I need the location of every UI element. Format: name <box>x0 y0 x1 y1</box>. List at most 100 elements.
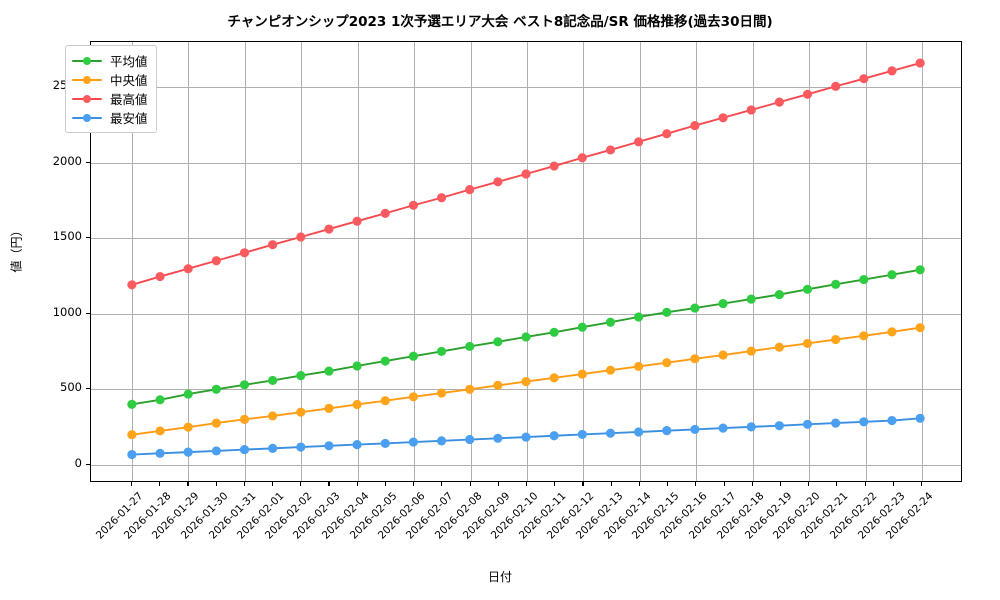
data-point <box>155 426 165 436</box>
gridline-vertical <box>357 42 359 481</box>
data-point <box>408 437 418 447</box>
data-point <box>408 351 418 361</box>
data-point <box>127 280 137 290</box>
data-point <box>239 380 250 390</box>
legend-swatch-icon <box>72 92 102 106</box>
legend-item-4[interactable]: 最安値 <box>72 108 148 127</box>
data-point <box>352 216 362 226</box>
data-point <box>183 422 193 432</box>
data-point <box>296 371 306 381</box>
y-tick-mark <box>86 463 90 465</box>
y-tick-label: 1000 <box>52 304 82 319</box>
x-tick-mark <box>469 482 471 486</box>
data-point <box>324 403 334 413</box>
data-point <box>183 389 193 399</box>
gridline-vertical <box>583 42 585 481</box>
data-point <box>465 185 475 195</box>
data-point <box>718 423 728 433</box>
data-point <box>493 177 503 187</box>
data-point <box>352 399 362 410</box>
data-point <box>915 323 925 333</box>
x-tick-mark <box>526 482 528 486</box>
legend-label: 中央値 <box>110 73 148 88</box>
data-point <box>774 290 784 300</box>
gridline-horizontal <box>91 313 961 315</box>
data-point <box>183 264 193 274</box>
data-point <box>549 327 559 337</box>
data-point <box>408 392 418 402</box>
legend-label: 最安値 <box>110 111 148 126</box>
data-point <box>915 58 925 68</box>
data-point <box>746 294 756 304</box>
data-point <box>634 361 644 372</box>
data-point <box>296 232 306 242</box>
data-point <box>521 377 531 387</box>
data-point <box>436 388 447 398</box>
gridline-vertical <box>809 42 811 481</box>
data-point <box>746 422 756 432</box>
legend-item-1[interactable]: 平均値 <box>72 51 148 70</box>
data-point <box>577 322 587 332</box>
gridline-vertical <box>131 42 133 481</box>
data-point <box>718 299 728 309</box>
data-point <box>211 446 221 456</box>
data-point <box>155 395 165 405</box>
data-point <box>549 431 559 441</box>
data-point <box>774 342 784 352</box>
data-point <box>211 384 221 394</box>
data-point <box>634 312 644 322</box>
gridline-horizontal <box>91 464 961 466</box>
gridline-horizontal <box>91 162 961 164</box>
x-tick-mark <box>272 482 274 486</box>
data-point <box>831 418 841 428</box>
gridline-horizontal <box>91 87 961 89</box>
data-point <box>577 429 587 439</box>
series-1 <box>127 265 925 409</box>
data-point <box>211 418 221 428</box>
data-point <box>746 346 756 356</box>
x-tick-mark <box>836 482 838 486</box>
data-point <box>465 341 475 352</box>
data-point <box>408 200 418 210</box>
x-tick-mark <box>808 482 810 486</box>
series-layer <box>127 58 925 460</box>
gridline-vertical <box>696 42 698 481</box>
data-point <box>605 365 616 375</box>
legend-item-3[interactable]: 最高値 <box>72 89 148 108</box>
legend-item-2[interactable]: 中央値 <box>72 70 148 89</box>
data-point <box>634 137 644 147</box>
data-point <box>493 433 503 443</box>
data-point <box>859 274 869 285</box>
data-point <box>521 432 531 442</box>
plot-area <box>90 41 962 482</box>
data-point <box>662 307 672 317</box>
data-point <box>605 145 616 155</box>
gridline-vertical <box>244 42 246 481</box>
legend-swatch-icon <box>72 73 102 87</box>
y-axis-label-text: 値（円） <box>9 224 24 273</box>
x-tick-mark <box>892 482 894 486</box>
data-point <box>662 129 672 139</box>
y-tick-mark <box>86 237 90 239</box>
data-point <box>577 369 587 379</box>
data-point <box>662 426 672 436</box>
data-point <box>183 447 193 457</box>
data-point <box>493 337 503 347</box>
data-point <box>690 121 700 131</box>
data-point <box>887 66 897 76</box>
gridline-vertical <box>865 42 867 481</box>
data-point <box>268 375 278 385</box>
x-tick-mark <box>497 482 499 486</box>
y-tick-mark <box>86 161 90 163</box>
data-point <box>268 240 278 250</box>
x-tick-mark <box>159 482 161 486</box>
gridline-vertical <box>752 42 754 481</box>
data-point <box>324 366 334 376</box>
data-point <box>155 448 165 458</box>
y-axis-label: 値（円） <box>6 0 26 600</box>
data-point <box>549 373 559 383</box>
y-tick-label: 2000 <box>52 153 82 168</box>
legend-swatch-icon <box>72 111 102 125</box>
data-point <box>887 270 897 280</box>
x-tick-mark <box>441 482 443 486</box>
